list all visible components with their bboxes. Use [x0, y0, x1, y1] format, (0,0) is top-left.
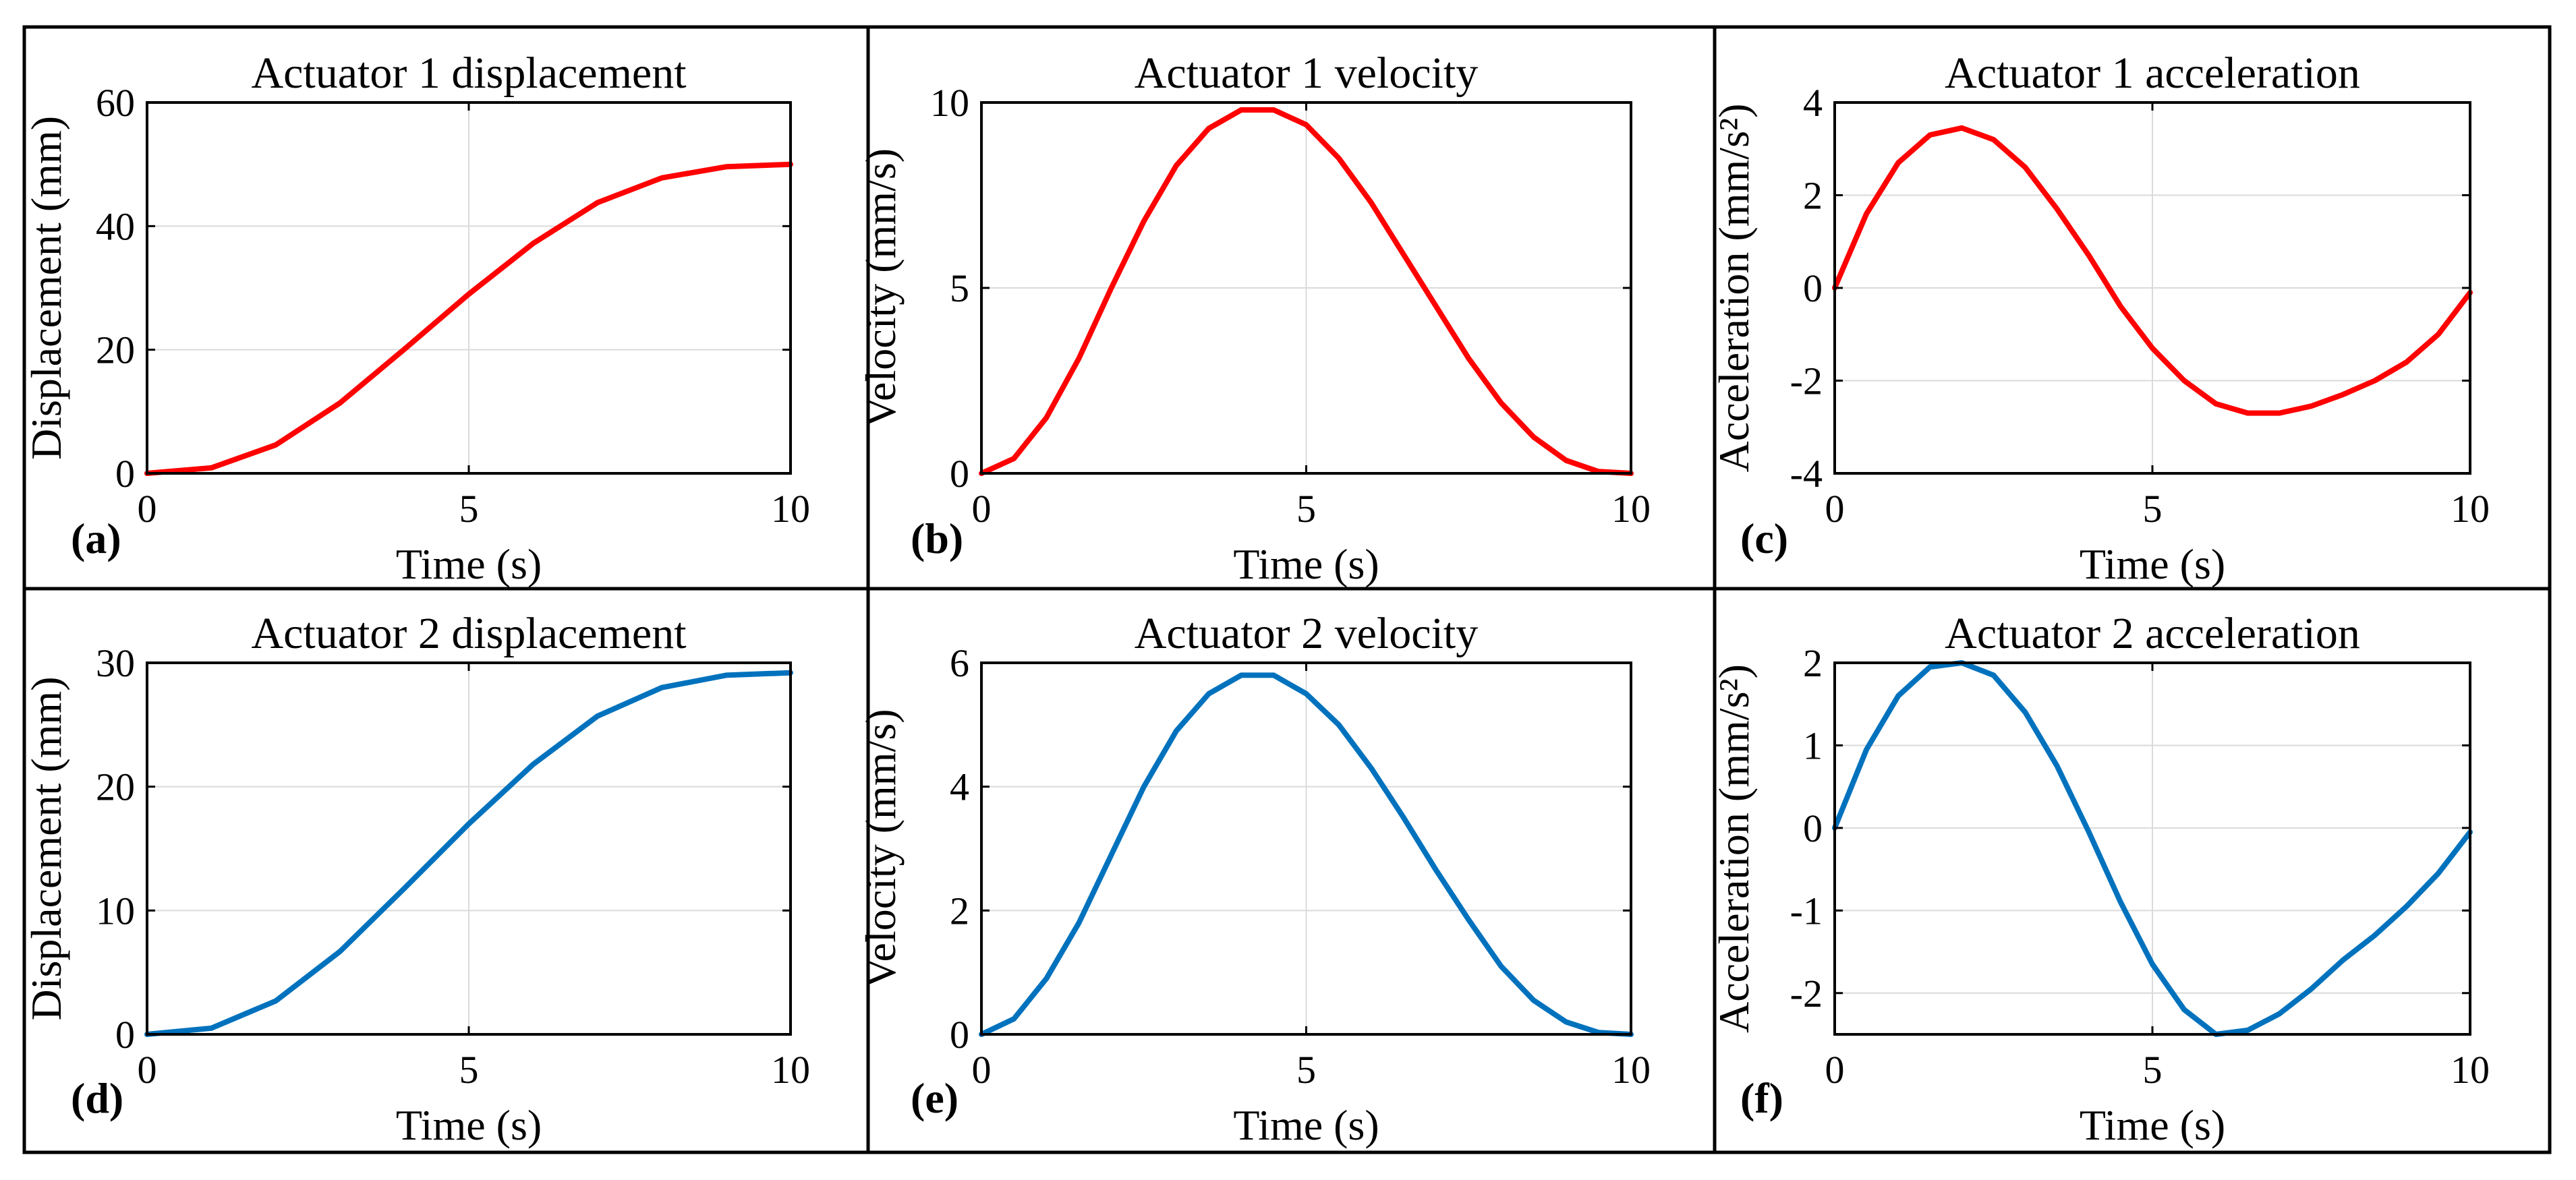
- chart-title: Actuator 1 velocity: [1135, 49, 1479, 98]
- x-tick-label: 10: [2451, 1048, 2490, 1092]
- y-tick-label: 1: [1803, 724, 1823, 767]
- x-tick-label: 5: [1296, 487, 1316, 531]
- x-axis-label: Time (s): [1233, 1101, 1379, 1149]
- x-tick-label: 0: [1825, 487, 1845, 531]
- y-tick-label: 0: [1803, 806, 1823, 850]
- x-axis-label: Time (s): [2080, 1101, 2225, 1149]
- y-tick-label: 0: [950, 452, 969, 496]
- y-tick-label: 10: [96, 889, 135, 933]
- y-tick-label: 0: [1803, 266, 1823, 310]
- series-line: [979, 107, 1634, 476]
- x-tick-label: 10: [771, 1048, 810, 1092]
- chart-panel-3: 0 5 10 -4 -2 0 2 4 Actuator 1 acceleration Time (…: [1710, 49, 2490, 588]
- chart-panel-4: 0 5 10 0 10 20 30 Actuator 2 displacement Time (…: [22, 609, 810, 1149]
- chart-title: Actuator 1 displacement: [251, 49, 686, 98]
- x-axis-label: Time (s): [2080, 540, 2225, 588]
- y-tick-label: 60: [96, 81, 135, 125]
- y-axis-label: Velocity (mm/s): [857, 148, 905, 427]
- y-axis-label: Acceleration (mm/s²): [1710, 664, 1758, 1033]
- x-axis-label: Time (s): [1233, 540, 1379, 588]
- x-tick-label: 5: [459, 487, 479, 531]
- chart-title: Actuator 2 velocity: [1135, 609, 1479, 658]
- x-tick-label: 10: [2451, 487, 2490, 531]
- panel-label: (d): [71, 1074, 123, 1122]
- chart-title: Actuator 2 displacement: [251, 609, 686, 658]
- y-tick-label: -2: [1790, 359, 1823, 403]
- x-tick-label: 10: [771, 487, 810, 531]
- y-tick-label: 5: [950, 266, 969, 310]
- x-tick-label: 0: [138, 1048, 157, 1092]
- chart-panel-5: 0 5 10 0 2 4 6 Actuator 2 velocity Time (s) Veloc…: [857, 609, 1651, 1149]
- y-tick-label: 2: [950, 889, 969, 933]
- y-tick-label: 4: [1803, 81, 1823, 125]
- x-tick-label: 10: [1611, 1048, 1651, 1092]
- panel-label: (c): [1740, 514, 1788, 562]
- x-tick-label: 0: [138, 487, 157, 531]
- x-axis-label: Time (s): [396, 540, 542, 588]
- y-tick-label: 20: [96, 328, 135, 372]
- series-line: [1832, 660, 2473, 1037]
- y-tick-label: 0: [115, 452, 135, 496]
- series-line: [144, 670, 793, 1037]
- panel-label: (a): [71, 514, 121, 562]
- x-tick-label: 5: [1296, 1048, 1316, 1092]
- x-tick-label: 5: [2143, 487, 2163, 531]
- y-tick-label: -4: [1790, 452, 1823, 496]
- y-axis-label: Acceleration (mm/s²): [1710, 104, 1758, 473]
- y-tick-label: 40: [96, 204, 135, 248]
- chart-title: Actuator 1 acceleration: [1945, 49, 2360, 98]
- series-line: [979, 672, 1634, 1037]
- x-tick-label: 0: [972, 1048, 992, 1092]
- y-tick-label: 0: [950, 1013, 969, 1057]
- x-axis-label: Time (s): [396, 1101, 542, 1149]
- chart-panel-6: 0 5 10 -2 -1 0 1 2 Actuator 2 acceleration Time (…: [1710, 609, 2490, 1149]
- panel-label: (e): [911, 1074, 958, 1122]
- y-tick-label: 6: [950, 641, 969, 685]
- panel-label: (f): [1740, 1074, 1783, 1122]
- y-tick-label: 2: [1803, 174, 1823, 218]
- y-tick-label: -1: [1790, 889, 1823, 933]
- x-tick-label: 0: [1825, 1048, 1845, 1092]
- figure-frame: [22, 25, 2552, 1154]
- x-tick-label: 5: [2143, 1048, 2163, 1092]
- y-tick-label: 30: [96, 641, 135, 685]
- x-tick-label: 10: [1611, 487, 1651, 531]
- y-axis-label: Displacement (mm): [22, 116, 70, 460]
- y-tick-label: -2: [1790, 972, 1823, 1015]
- x-tick-label: 5: [459, 1048, 479, 1092]
- series-line: [144, 161, 793, 476]
- chart-panel-1: 0 5 10 0 20 40 60 Actuator 1 displacement Time (…: [22, 49, 810, 588]
- series-line: [1832, 125, 2473, 416]
- y-tick-label: 10: [930, 81, 969, 125]
- y-axis-label: Displacement (mm): [22, 676, 70, 1020]
- y-tick-label: 0: [115, 1013, 135, 1057]
- x-tick-label: 0: [972, 487, 992, 531]
- y-axis-label: Velocity (mm/s): [857, 709, 905, 988]
- y-tick-label: 4: [950, 765, 969, 809]
- y-tick-label: 20: [96, 765, 135, 809]
- panel-label: (b): [911, 514, 963, 562]
- y-tick-label: 2: [1803, 641, 1823, 685]
- chart-title: Actuator 2 acceleration: [1945, 609, 2360, 658]
- chart-panel-2: 0 5 10 0 5 10 Actuator 1 velocity Time (s) Veloc…: [857, 49, 1651, 588]
